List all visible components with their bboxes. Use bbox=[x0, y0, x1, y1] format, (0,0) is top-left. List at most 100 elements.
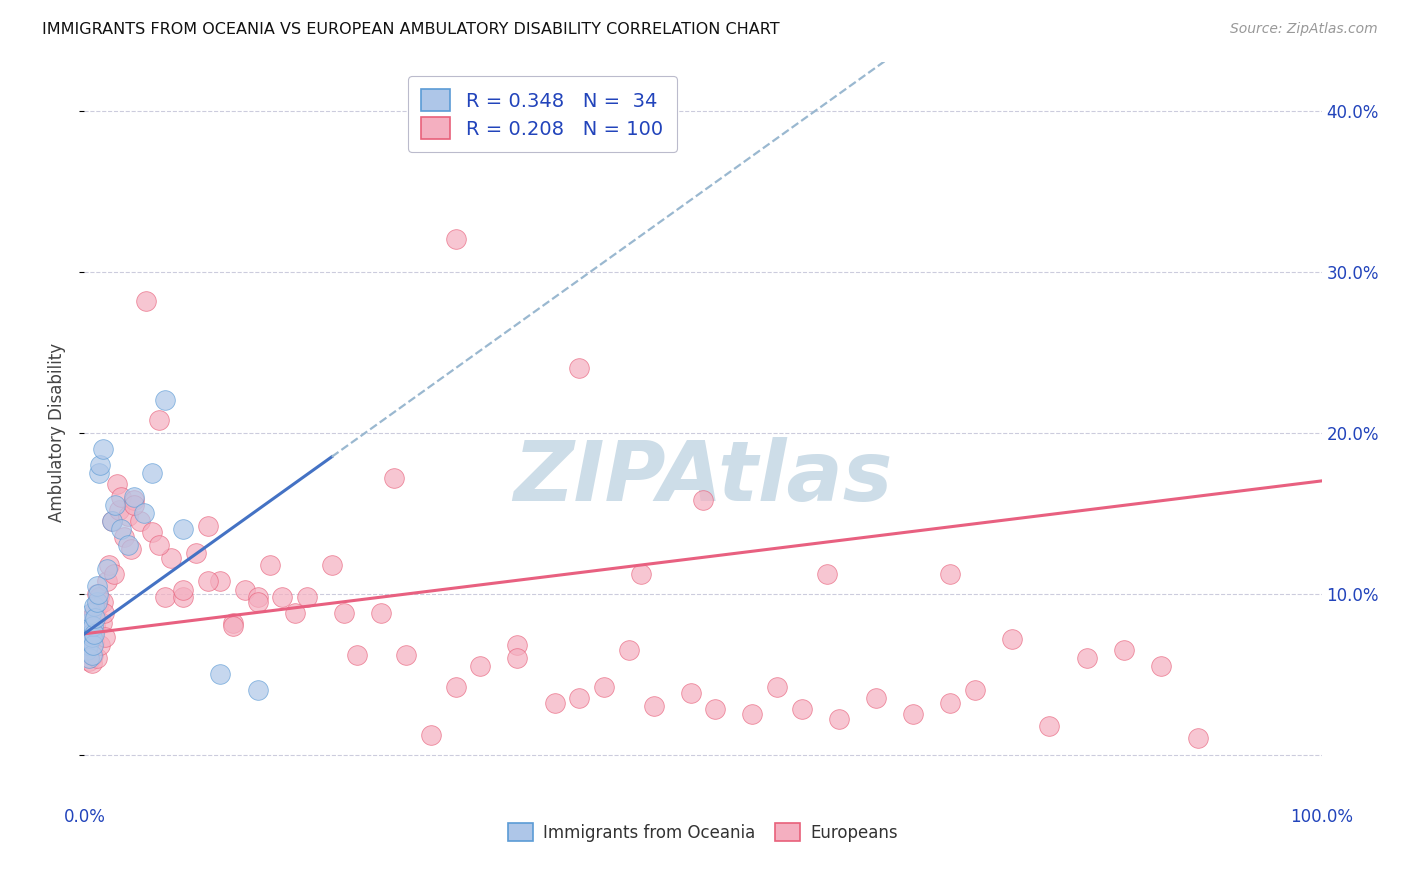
Text: IMMIGRANTS FROM OCEANIA VS EUROPEAN AMBULATORY DISABILITY CORRELATION CHART: IMMIGRANTS FROM OCEANIA VS EUROPEAN AMBU… bbox=[42, 22, 780, 37]
Point bbox=[184, 546, 207, 560]
Point bbox=[148, 413, 170, 427]
Point bbox=[79, 654, 101, 668]
Point bbox=[148, 538, 170, 552]
Point bbox=[122, 498, 145, 512]
Point bbox=[122, 493, 145, 508]
Point bbox=[79, 624, 101, 638]
Point bbox=[86, 578, 108, 592]
Point bbox=[83, 599, 105, 614]
Point bbox=[172, 522, 194, 536]
Point bbox=[84, 610, 107, 624]
Point bbox=[506, 638, 529, 652]
Point bbox=[1076, 651, 1098, 665]
Point bbox=[98, 558, 121, 572]
Point bbox=[77, 622, 100, 636]
Point bbox=[630, 567, 652, 582]
Point bbox=[222, 615, 245, 630]
Point bbox=[370, 606, 392, 620]
Point bbox=[100, 514, 122, 528]
Point bbox=[112, 530, 135, 544]
Point bbox=[82, 638, 104, 652]
Point bbox=[692, 493, 714, 508]
Point bbox=[543, 696, 565, 710]
Point bbox=[110, 490, 132, 504]
Point bbox=[271, 590, 294, 604]
Point bbox=[197, 519, 219, 533]
Point bbox=[132, 506, 155, 520]
Point bbox=[153, 393, 176, 408]
Point bbox=[90, 615, 112, 630]
Point bbox=[815, 567, 838, 582]
Point bbox=[82, 627, 104, 641]
Point bbox=[79, 651, 101, 665]
Point bbox=[1150, 659, 1173, 673]
Point bbox=[1112, 643, 1135, 657]
Point bbox=[80, 638, 103, 652]
Point bbox=[91, 442, 114, 456]
Point bbox=[865, 691, 887, 706]
Point bbox=[790, 702, 813, 716]
Point bbox=[141, 525, 163, 540]
Point bbox=[333, 606, 356, 620]
Point bbox=[80, 656, 103, 670]
Point bbox=[395, 648, 418, 662]
Point bbox=[135, 293, 157, 308]
Point bbox=[80, 648, 103, 662]
Point bbox=[76, 632, 98, 646]
Point bbox=[76, 643, 98, 657]
Point bbox=[1187, 731, 1209, 746]
Point bbox=[197, 574, 219, 588]
Point bbox=[83, 627, 105, 641]
Point bbox=[444, 680, 467, 694]
Point bbox=[903, 707, 925, 722]
Text: ZIPAtlas: ZIPAtlas bbox=[513, 436, 893, 517]
Point bbox=[93, 606, 115, 620]
Point bbox=[89, 638, 111, 652]
Point bbox=[103, 567, 125, 582]
Point bbox=[96, 562, 118, 576]
Point bbox=[79, 606, 101, 620]
Y-axis label: Ambulatory Disability: Ambulatory Disability bbox=[48, 343, 66, 522]
Point bbox=[87, 586, 110, 600]
Point bbox=[828, 712, 851, 726]
Point bbox=[77, 651, 100, 665]
Point bbox=[246, 683, 269, 698]
Point bbox=[79, 627, 101, 641]
Point bbox=[82, 619, 104, 633]
Point bbox=[1038, 718, 1060, 732]
Point bbox=[141, 466, 163, 480]
Point bbox=[568, 691, 591, 706]
Point bbox=[153, 590, 176, 604]
Point bbox=[222, 619, 245, 633]
Point bbox=[82, 648, 104, 662]
Point bbox=[75, 638, 97, 652]
Point bbox=[83, 606, 105, 620]
Point bbox=[122, 490, 145, 504]
Point bbox=[105, 477, 128, 491]
Point bbox=[259, 558, 281, 572]
Point bbox=[965, 683, 987, 698]
Point bbox=[94, 630, 117, 644]
Point bbox=[284, 606, 307, 620]
Point bbox=[470, 659, 492, 673]
Point bbox=[160, 551, 183, 566]
Point bbox=[86, 594, 108, 608]
Point bbox=[84, 619, 107, 633]
Point bbox=[444, 232, 467, 246]
Point bbox=[321, 558, 343, 572]
Point bbox=[84, 602, 107, 616]
Point bbox=[617, 643, 640, 657]
Point bbox=[741, 707, 763, 722]
Point bbox=[246, 594, 269, 608]
Point bbox=[108, 503, 131, 517]
Point bbox=[104, 498, 127, 512]
Point bbox=[83, 635, 105, 649]
Point bbox=[172, 590, 194, 604]
Point bbox=[76, 619, 98, 633]
Point bbox=[79, 635, 101, 649]
Point bbox=[76, 646, 98, 660]
Point bbox=[117, 509, 139, 524]
Text: Source: ZipAtlas.com: Source: ZipAtlas.com bbox=[1230, 22, 1378, 37]
Point bbox=[91, 594, 114, 608]
Point bbox=[79, 615, 101, 630]
